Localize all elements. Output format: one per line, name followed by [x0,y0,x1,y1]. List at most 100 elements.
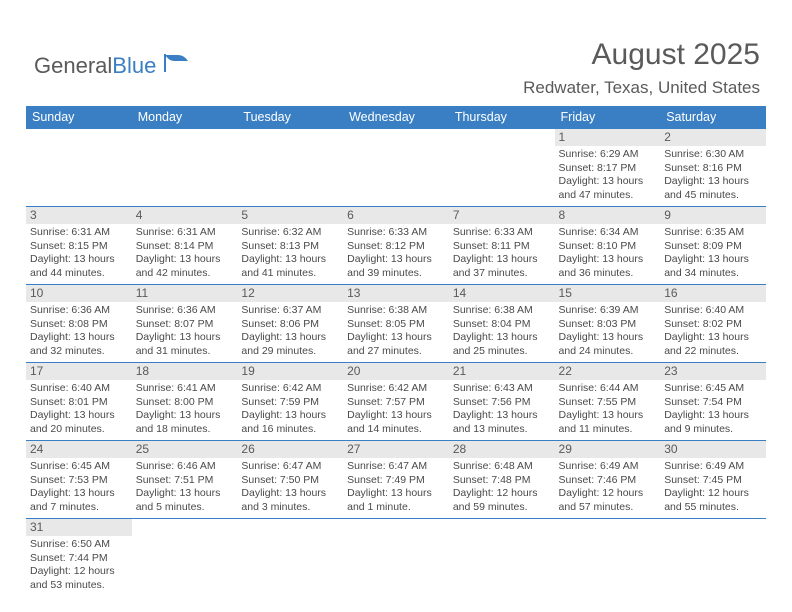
day-details: Sunrise: 6:42 AMSunset: 7:57 PMDaylight:… [343,380,449,440]
day-number: 22 [555,363,661,380]
day-details: Sunrise: 6:47 AMSunset: 7:49 PMDaylight:… [343,458,449,518]
day-number: 26 [237,441,343,458]
day-number: 31 [26,519,132,536]
col-wednesday: Wednesday [343,106,449,129]
calendar-cell: 16Sunrise: 6:40 AMSunset: 8:02 PMDayligh… [660,285,766,363]
day-number [343,519,449,521]
day-number: 16 [660,285,766,302]
day-details: Sunrise: 6:41 AMSunset: 8:00 PMDaylight:… [132,380,238,440]
day-number: 8 [555,207,661,224]
day-number [26,129,132,131]
calendar-cell [132,129,238,207]
day-number: 13 [343,285,449,302]
calendar-cell: 17Sunrise: 6:40 AMSunset: 8:01 PMDayligh… [26,363,132,441]
day-number [449,129,555,131]
calendar-cell [343,519,449,597]
calendar-cell [449,519,555,597]
calendar-cell: 13Sunrise: 6:38 AMSunset: 8:05 PMDayligh… [343,285,449,363]
day-details: Sunrise: 6:49 AMSunset: 7:46 PMDaylight:… [555,458,661,518]
day-number: 21 [449,363,555,380]
day-details: Sunrise: 6:40 AMSunset: 8:01 PMDaylight:… [26,380,132,440]
day-number [132,519,238,521]
calendar-cell: 10Sunrise: 6:36 AMSunset: 8:08 PMDayligh… [26,285,132,363]
day-number: 25 [132,441,238,458]
day-number [555,519,661,521]
calendar-cell [555,519,661,597]
day-number: 7 [449,207,555,224]
day-details: Sunrise: 6:32 AMSunset: 8:13 PMDaylight:… [237,224,343,284]
col-monday: Monday [132,106,238,129]
day-number: 20 [343,363,449,380]
day-number: 2 [660,129,766,146]
day-details: Sunrise: 6:38 AMSunset: 8:05 PMDaylight:… [343,302,449,362]
calendar-cell: 27Sunrise: 6:47 AMSunset: 7:49 PMDayligh… [343,441,449,519]
calendar-cell: 1Sunrise: 6:29 AMSunset: 8:17 PMDaylight… [555,129,661,207]
calendar-cell [343,129,449,207]
calendar-cell: 26Sunrise: 6:47 AMSunset: 7:50 PMDayligh… [237,441,343,519]
day-details: Sunrise: 6:31 AMSunset: 8:15 PMDaylight:… [26,224,132,284]
calendar-cell: 11Sunrise: 6:36 AMSunset: 8:07 PMDayligh… [132,285,238,363]
day-details: Sunrise: 6:50 AMSunset: 7:44 PMDaylight:… [26,536,132,596]
calendar-cell: 8Sunrise: 6:34 AMSunset: 8:10 PMDaylight… [555,207,661,285]
day-details: Sunrise: 6:33 AMSunset: 8:12 PMDaylight:… [343,224,449,284]
day-details: Sunrise: 6:38 AMSunset: 8:04 PMDaylight:… [449,302,555,362]
calendar-cell: 4Sunrise: 6:31 AMSunset: 8:14 PMDaylight… [132,207,238,285]
day-details: Sunrise: 6:36 AMSunset: 8:08 PMDaylight:… [26,302,132,362]
day-details: Sunrise: 6:45 AMSunset: 7:54 PMDaylight:… [660,380,766,440]
day-number: 1 [555,129,661,146]
day-details: Sunrise: 6:30 AMSunset: 8:16 PMDaylight:… [660,146,766,206]
calendar-cell: 6Sunrise: 6:33 AMSunset: 8:12 PMDaylight… [343,207,449,285]
day-number: 5 [237,207,343,224]
location-text: Redwater, Texas, United States [523,78,760,98]
calendar-table: Sunday Monday Tuesday Wednesday Thursday… [26,106,766,596]
col-sunday: Sunday [26,106,132,129]
day-details: Sunrise: 6:44 AMSunset: 7:55 PMDaylight:… [555,380,661,440]
day-details: Sunrise: 6:48 AMSunset: 7:48 PMDaylight:… [449,458,555,518]
calendar-cell: 14Sunrise: 6:38 AMSunset: 8:04 PMDayligh… [449,285,555,363]
day-number: 18 [132,363,238,380]
calendar-cell: 12Sunrise: 6:37 AMSunset: 8:06 PMDayligh… [237,285,343,363]
day-number: 9 [660,207,766,224]
day-details: Sunrise: 6:36 AMSunset: 8:07 PMDaylight:… [132,302,238,362]
col-thursday: Thursday [449,106,555,129]
day-number [449,519,555,521]
day-details: Sunrise: 6:37 AMSunset: 8:06 PMDaylight:… [237,302,343,362]
calendar-cell: 28Sunrise: 6:48 AMSunset: 7:48 PMDayligh… [449,441,555,519]
day-number: 6 [343,207,449,224]
calendar-row: 1Sunrise: 6:29 AMSunset: 8:17 PMDaylight… [26,129,766,207]
calendar-cell [132,519,238,597]
calendar-cell: 23Sunrise: 6:45 AMSunset: 7:54 PMDayligh… [660,363,766,441]
calendar-cell: 9Sunrise: 6:35 AMSunset: 8:09 PMDaylight… [660,207,766,285]
day-number: 24 [26,441,132,458]
col-friday: Friday [555,106,661,129]
calendar-cell: 29Sunrise: 6:49 AMSunset: 7:46 PMDayligh… [555,441,661,519]
day-number [237,519,343,521]
day-details: Sunrise: 6:35 AMSunset: 8:09 PMDaylight:… [660,224,766,284]
day-details: Sunrise: 6:29 AMSunset: 8:17 PMDaylight:… [555,146,661,206]
day-number: 23 [660,363,766,380]
day-details: Sunrise: 6:49 AMSunset: 7:45 PMDaylight:… [660,458,766,518]
calendar-cell: 21Sunrise: 6:43 AMSunset: 7:56 PMDayligh… [449,363,555,441]
calendar-cell: 24Sunrise: 6:45 AMSunset: 7:53 PMDayligh… [26,441,132,519]
calendar-row: 10Sunrise: 6:36 AMSunset: 8:08 PMDayligh… [26,285,766,363]
day-details: Sunrise: 6:39 AMSunset: 8:03 PMDaylight:… [555,302,661,362]
day-number: 15 [555,285,661,302]
calendar-cell [449,129,555,207]
day-details: Sunrise: 6:34 AMSunset: 8:10 PMDaylight:… [555,224,661,284]
calendar-cell: 30Sunrise: 6:49 AMSunset: 7:45 PMDayligh… [660,441,766,519]
day-details: Sunrise: 6:45 AMSunset: 7:53 PMDaylight:… [26,458,132,518]
day-details: Sunrise: 6:31 AMSunset: 8:14 PMDaylight:… [132,224,238,284]
day-number: 4 [132,207,238,224]
day-number: 10 [26,285,132,302]
day-number [343,129,449,131]
calendar-cell [237,129,343,207]
page-title: August 2025 [592,38,760,72]
day-number: 14 [449,285,555,302]
flag-icon [164,52,190,78]
header-row: Sunday Monday Tuesday Wednesday Thursday… [26,106,766,129]
day-number: 28 [449,441,555,458]
calendar-row: 24Sunrise: 6:45 AMSunset: 7:53 PMDayligh… [26,441,766,519]
day-number: 29 [555,441,661,458]
day-number: 12 [237,285,343,302]
logo-text-2: Blue [112,53,156,78]
